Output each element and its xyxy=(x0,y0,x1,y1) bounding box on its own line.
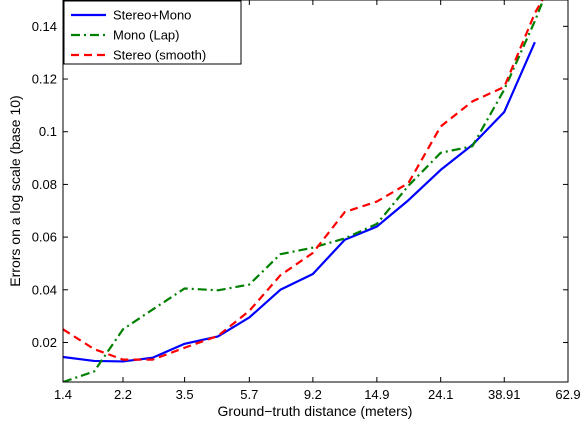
y-tick-label: 0.1 xyxy=(39,124,57,139)
x-tick-label: 38.91 xyxy=(488,387,521,402)
legend-box xyxy=(63,0,242,65)
x-tick-label: 3.5 xyxy=(176,387,194,402)
legend-label: Stereo+Mono xyxy=(113,8,191,23)
y-tick-label: 0.02 xyxy=(32,335,57,350)
axes-layer xyxy=(62,0,569,383)
x-tick-label: 9.2 xyxy=(304,387,322,402)
y-tick-label: 0.04 xyxy=(32,282,57,297)
series-line-2 xyxy=(63,0,545,382)
y-tick-label: 0.08 xyxy=(32,177,57,192)
x-tick-label: 14.9 xyxy=(364,387,389,402)
x-tick-label: 62.9 xyxy=(555,387,580,402)
x-tick-label: 24.1 xyxy=(428,387,453,402)
x-axis-title: Ground−truth distance (meters) xyxy=(218,403,413,419)
y-tick-label: 0.14 xyxy=(32,19,57,34)
ticks-layer: 1.4 2.2 3.5 5.7 9.2 14.9 24.1 38.91 62.9 0.02 0.04… xyxy=(32,0,581,402)
series-line-1 xyxy=(63,41,536,363)
legend: Stereo+Mono Mono (Lap) Stereo (smooth) xyxy=(63,0,242,65)
y-axis-title: Errors on a log scale (base 10) xyxy=(7,95,23,286)
legend-label: Mono (Lap) xyxy=(113,28,179,43)
x-tick-label: 2.2 xyxy=(114,387,132,402)
legend-label: Stereo (smooth) xyxy=(113,48,206,63)
plot-frame xyxy=(62,0,569,383)
x-tick-label: 5.7 xyxy=(240,387,258,402)
series-line-3 xyxy=(63,0,544,361)
series-layer xyxy=(63,0,545,382)
y-tick-label: 0.12 xyxy=(32,72,57,87)
y-tick-label: 0.06 xyxy=(32,230,57,245)
x-tick-label: 1.4 xyxy=(54,387,72,402)
